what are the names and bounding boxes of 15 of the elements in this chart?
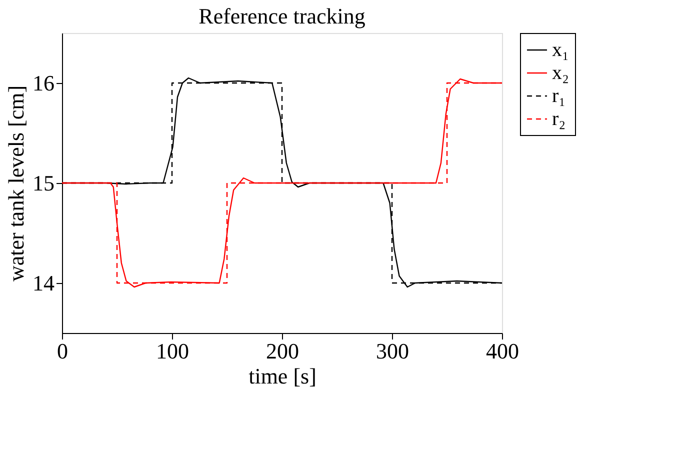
x-tick-label: 300 [376, 338, 409, 364]
x-tick-label: 100 [156, 338, 189, 364]
legend-label: r₂ [552, 108, 566, 130]
x-tick-label: 200 [266, 338, 299, 364]
chart-title: Reference tracking [198, 4, 366, 28]
y-tick-label: 14 [32, 270, 54, 296]
x-tick-label: 0 [57, 338, 68, 364]
y-tick-label: 16 [32, 70, 54, 96]
x-axis-title: time [s] [248, 364, 316, 388]
legend-label: x₁ [552, 39, 569, 61]
y-axis-title: water tank levels [cm] [4, 85, 28, 282]
legend-label: x₂ [552, 62, 569, 84]
legend-label: r₁ [552, 85, 566, 107]
y-tick-label: 15 [32, 170, 54, 196]
x-tick-label: 400 [486, 338, 519, 364]
